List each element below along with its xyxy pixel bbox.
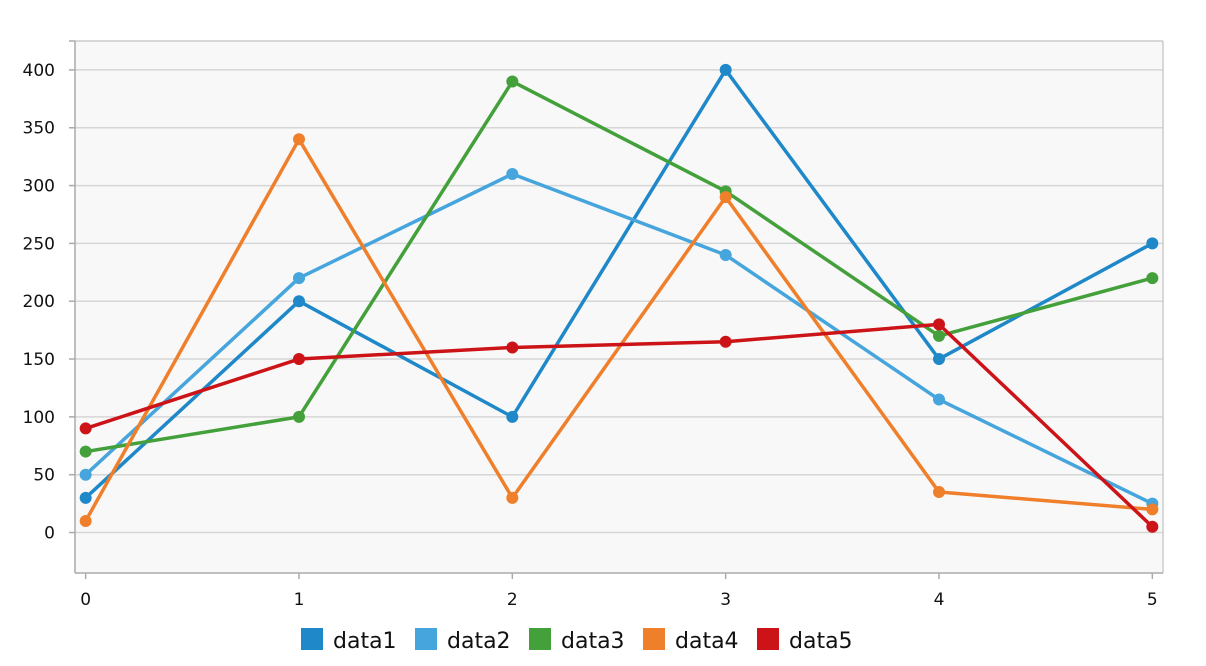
data-point-data5-0[interactable] <box>79 422 92 435</box>
legend-item-data1[interactable]: data1 <box>301 628 397 654</box>
data-point-data3-4[interactable] <box>933 329 945 342</box>
series-data4 <box>79 133 1159 527</box>
legend-label-data1: data1 <box>333 629 397 654</box>
plot-background <box>75 41 1163 573</box>
data-point-data2-2[interactable] <box>506 168 519 180</box>
series-line-data1 <box>83 68 1155 500</box>
data-point-data4-0[interactable] <box>79 514 92 527</box>
y-tick-label-0: 0 <box>44 524 55 544</box>
data-point-data5-3[interactable] <box>719 335 732 348</box>
series-data5 <box>79 318 1159 533</box>
data-point-data2-0[interactable] <box>79 468 92 481</box>
data-point-data4-1[interactable] <box>293 133 305 146</box>
data-point-data3-2[interactable] <box>506 75 519 88</box>
legend-label-data3: data3 <box>561 629 625 654</box>
legend-swatch-data2 <box>415 628 437 650</box>
data-point-data1-5[interactable] <box>1146 237 1159 250</box>
y-tick-label-350: 350 <box>23 119 55 139</box>
series-data2 <box>79 168 1159 510</box>
data-point-data3-1[interactable] <box>293 410 305 423</box>
data-point-data1-2[interactable] <box>506 410 519 423</box>
legend-swatch-data3 <box>529 628 551 650</box>
data-point-data5-5[interactable] <box>1146 520 1159 533</box>
series-line-data4 <box>83 137 1155 523</box>
data-point-data1-3[interactable] <box>719 63 732 76</box>
x-tick-label-3: 3 <box>720 590 731 610</box>
data-point-data1-4[interactable] <box>933 353 945 366</box>
series-line-data2 <box>83 172 1155 506</box>
y-tick-label-200: 200 <box>23 292 55 312</box>
x-tick-label-0: 0 <box>80 590 91 610</box>
series-data1 <box>79 63 1159 504</box>
data-point-data2-1[interactable] <box>293 272 305 285</box>
legend: data1 data2 data3 data4 data5 <box>301 628 853 654</box>
legend-label-data4: data4 <box>675 629 739 654</box>
y-tick-label-100: 100 <box>23 408 55 428</box>
data-point-data1-0[interactable] <box>79 491 92 504</box>
legend-swatch-data5 <box>757 628 779 650</box>
data-point-data3-0[interactable] <box>79 445 92 458</box>
series-data3 <box>79 75 1159 458</box>
legend-swatch-data1 <box>301 628 323 650</box>
legend-item-data2[interactable]: data2 <box>415 628 511 654</box>
data-point-data2-3[interactable] <box>719 248 732 261</box>
data-point-data5-1[interactable] <box>293 353 305 366</box>
legend-swatch-data4 <box>643 628 665 650</box>
x-tick-label-2: 2 <box>507 590 518 610</box>
legend-item-data5[interactable]: data5 <box>757 628 853 654</box>
legend-item-data3[interactable]: data3 <box>529 628 625 654</box>
data-point-data2-4[interactable] <box>933 393 945 406</box>
series-line-data3 <box>83 79 1155 454</box>
y-tick-label-300: 300 <box>23 177 55 197</box>
x-tick-label-1: 1 <box>294 590 305 610</box>
legend-label-data5: data5 <box>789 629 853 654</box>
y-tick-label-50: 50 <box>33 466 55 486</box>
data-point-data5-2[interactable] <box>506 341 519 354</box>
y-tick-label-250: 250 <box>23 234 55 254</box>
series-lines <box>79 63 1159 533</box>
axes: 0 50 100 150 200 250 300 350 400 0 1 2 3 4 5 <box>23 40 1164 610</box>
x-tick-label-5: 5 <box>1147 590 1158 610</box>
data-point-data4-2[interactable] <box>506 491 519 504</box>
y-tick-label-150: 150 <box>23 350 55 370</box>
series-line-data5 <box>83 322 1155 529</box>
data-point-data4-5[interactable] <box>1146 503 1159 516</box>
legend-item-data4[interactable]: data4 <box>643 628 739 654</box>
data-point-data3-5[interactable] <box>1146 272 1159 285</box>
x-tick-label-4: 4 <box>934 590 945 610</box>
data-point-data4-3[interactable] <box>719 191 732 204</box>
y-tick-label-400: 400 <box>23 61 55 81</box>
legend-label-data2: data2 <box>447 629 511 654</box>
data-point-data5-4[interactable] <box>933 318 945 331</box>
data-point-data4-4[interactable] <box>933 486 945 499</box>
data-point-data1-1[interactable] <box>293 295 305 308</box>
